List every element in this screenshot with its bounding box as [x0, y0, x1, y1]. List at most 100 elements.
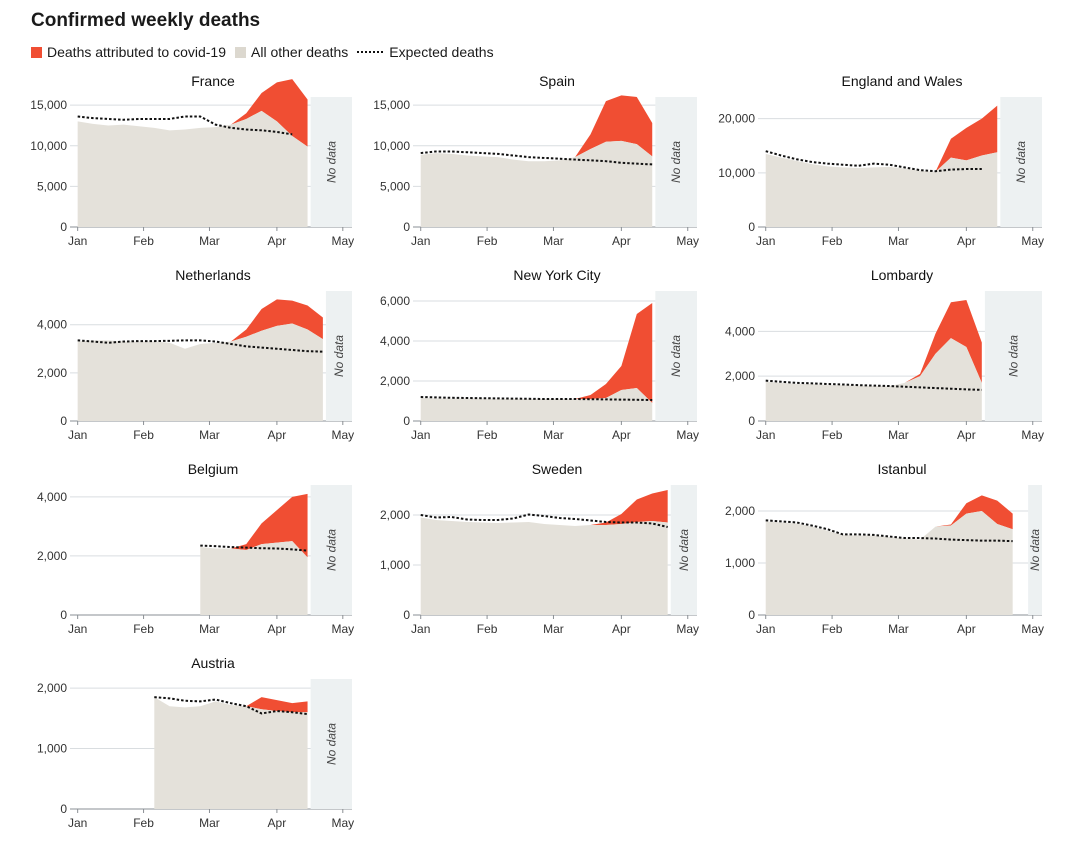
no-data-region: [325, 291, 352, 421]
no-data-region: [655, 291, 697, 421]
expected-line: [154, 696, 308, 716]
y-tick-label: 0: [748, 220, 755, 234]
covid-area: [420, 303, 653, 403]
covid-area: [77, 79, 308, 147]
x-tick-label: Jan: [411, 234, 430, 248]
covid-area: [154, 697, 308, 713]
y-tick-label: 5,000: [37, 179, 67, 193]
no-data-region: [1000, 97, 1042, 227]
y-tick-label: 4,000: [380, 334, 410, 348]
x-tick-label: Mar: [888, 428, 909, 442]
other-deaths-area: [77, 323, 323, 421]
x-tick-label: Mar: [199, 816, 220, 830]
panel-new-york-city: New York City 0 2,000 4,000 6,000 No data Jan F…: [380, 267, 699, 442]
x-tick-label: Feb: [133, 428, 154, 442]
x-tick-label: Jan: [756, 428, 775, 442]
no-data-label: No data: [324, 723, 338, 765]
y-tick-label: 1,000: [725, 556, 755, 570]
other-deaths-area: [765, 511, 1013, 615]
covid-area: [420, 490, 668, 526]
x-tick-label: Jan: [411, 622, 430, 636]
no-data-label: No data: [332, 335, 346, 377]
no-data-label: No data: [324, 529, 338, 571]
y-tick-label: 0: [60, 608, 67, 622]
x-tick-label: Mar: [199, 622, 220, 636]
panel-title: Sweden: [532, 461, 583, 477]
no-data-label: No data: [669, 141, 683, 183]
x-tick-label: Mar: [888, 622, 909, 636]
y-tick-label: 20,000: [718, 112, 755, 126]
y-tick-label: 0: [748, 414, 755, 428]
y-tick-label: 2,000: [725, 504, 755, 518]
y-tick-label: 0: [403, 220, 410, 234]
x-tick-label: Feb: [133, 234, 154, 248]
expected-line: [765, 519, 1013, 543]
y-tick-label: 4,000: [725, 324, 755, 338]
panel-title: Istanbul: [877, 461, 926, 477]
x-tick-label: Feb: [477, 622, 498, 636]
y-tick-label: 10,000: [30, 139, 67, 153]
panel-title: Belgium: [188, 461, 239, 477]
x-tick-label: Mar: [543, 428, 564, 442]
x-tick-label: Apr: [957, 622, 976, 636]
no-data-region: [310, 97, 352, 227]
other-swatch: [235, 46, 246, 58]
x-tick-label: Mar: [543, 622, 564, 636]
x-tick-label: Feb: [822, 428, 843, 442]
x-tick-label: Jan: [411, 428, 430, 442]
x-tick-label: Mar: [199, 234, 220, 248]
no-data-label: No data: [1028, 529, 1042, 571]
x-tick-label: Jan: [68, 234, 87, 248]
x-tick-label: Feb: [477, 428, 498, 442]
y-tick-label: 15,000: [373, 98, 410, 112]
x-tick-label: May: [1021, 234, 1044, 248]
no-data-region: [984, 291, 1042, 421]
panel-spain: Spain 0 5,000 10,000 15,000 No data Jan Feb Mar A…: [373, 73, 699, 248]
panel-england-and-wales: England and Wales 0 10,000 20,000 No data Jan…: [718, 73, 1044, 248]
x-tick-label: Feb: [133, 622, 154, 636]
panel-title: England and Wales: [842, 73, 963, 89]
legend-label-expected: Expected deaths: [389, 44, 494, 60]
y-tick-label: 15,000: [30, 98, 67, 112]
legend-item-expected: Expected deaths: [357, 44, 494, 60]
x-tick-label: May: [676, 428, 699, 442]
covid-area: [420, 95, 653, 162]
y-tick-label: 2,000: [37, 549, 67, 563]
x-tick-label: May: [676, 234, 699, 248]
y-tick-label: 5,000: [380, 179, 410, 193]
x-tick-label: Apr: [957, 428, 976, 442]
other-deaths-area: [420, 517, 668, 615]
legend-label-other: All other deaths: [251, 44, 349, 60]
x-tick-label: Mar: [199, 428, 220, 442]
legend: Deaths attributed to covid-19 All other …: [31, 44, 503, 60]
y-tick-label: 2,000: [37, 366, 67, 380]
panel-austria: Austria 0 1,000 2,000 No data Jan Feb Mar Apr May: [37, 655, 354, 830]
panel-netherlands: Netherlands 0 2,000 4,000 No data Jan Feb Mar Ap…: [37, 267, 354, 442]
x-tick-label: Jan: [68, 816, 87, 830]
no-data-region: [1028, 485, 1042, 615]
x-tick-label: Apr: [612, 428, 631, 442]
expected-line: [77, 339, 323, 353]
x-tick-label: Jan: [68, 622, 87, 636]
no-data-region: [310, 679, 352, 809]
x-tick-label: Feb: [822, 234, 843, 248]
x-tick-label: Jan: [756, 234, 775, 248]
panel-title: Netherlands: [175, 267, 251, 283]
panel-france: France 0 5,000 10,000 15,000 No data Jan Feb Mar…: [30, 73, 354, 248]
expected-line: [77, 115, 293, 136]
panel-istanbul: Istanbul 0 1,000 2,000 No data Jan Feb Mar Apr Ma…: [725, 461, 1044, 636]
x-tick-label: May: [676, 622, 699, 636]
no-data-region: [655, 97, 697, 227]
x-tick-label: Apr: [268, 622, 287, 636]
y-tick-label: 0: [403, 414, 410, 428]
y-tick-label: 0: [60, 802, 67, 816]
other-deaths-area: [420, 388, 653, 421]
y-tick-label: 2,000: [380, 508, 410, 522]
other-deaths-area: [154, 697, 308, 809]
expected-line: [765, 379, 982, 391]
legend-label-covid: Deaths attributed to covid-19: [47, 44, 226, 60]
x-tick-label: Feb: [822, 622, 843, 636]
x-tick-label: May: [331, 816, 354, 830]
y-tick-label: 10,000: [718, 166, 755, 180]
